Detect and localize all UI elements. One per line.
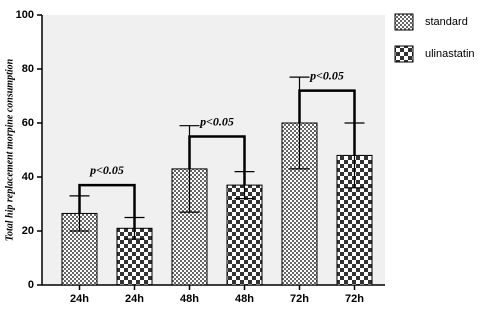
legend-label: standard <box>425 16 468 28</box>
bar <box>226 184 263 286</box>
y-tick-label: 80 <box>22 63 34 75</box>
legend-swatch <box>394 13 414 31</box>
y-tick-label: 0 <box>28 279 34 291</box>
plot-background <box>42 15 385 285</box>
annotation: p<0.05 <box>199 114 234 128</box>
significance-bracket <box>78 183 136 229</box>
x-tick-label: 24h <box>70 293 89 305</box>
legend-swatch <box>394 45 414 63</box>
annotation: p<0.05 <box>89 163 124 177</box>
significance-bracket <box>298 89 356 156</box>
significance-bracket <box>188 135 246 186</box>
y-axis-label: Total hip replacement morpine consumptio… <box>4 58 15 241</box>
y-tick-label: 60 <box>22 117 34 129</box>
y-tick-label: 40 <box>22 171 34 183</box>
x-tick-label: 24h <box>125 293 144 305</box>
legend-label: ulinastatin <box>425 48 475 60</box>
annotation: p<0.05 <box>309 68 344 82</box>
y-tick-label: 20 <box>22 225 34 237</box>
x-tick-label: 72h <box>345 293 364 305</box>
x-tick-label: 72h <box>290 293 309 305</box>
x-tick-label: 48h <box>235 293 254 305</box>
y-tick-label: 100 <box>16 9 34 21</box>
x-tick-label: 48h <box>180 293 199 305</box>
